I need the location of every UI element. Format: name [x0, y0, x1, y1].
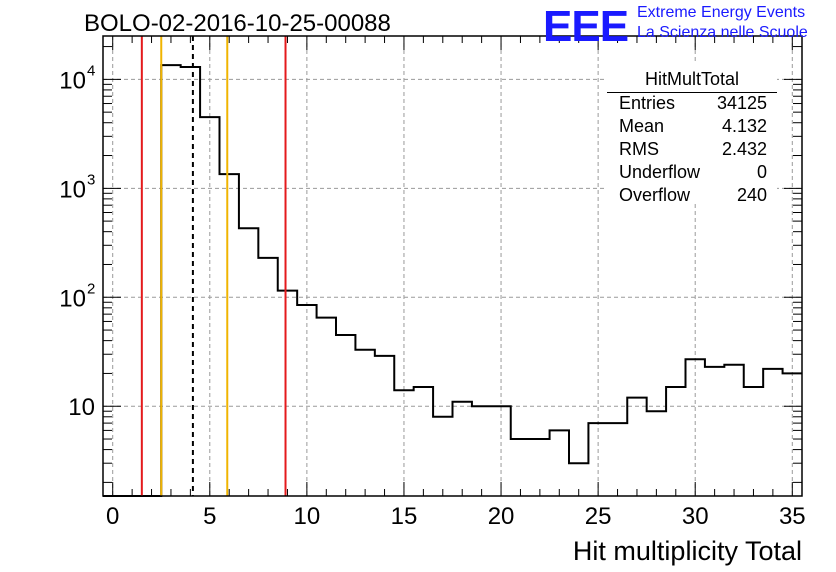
plot-title: BOLO-02-2016-10-25-00088: [84, 10, 391, 37]
stats-name: HitMultTotal: [644, 69, 740, 89]
logo-line-2: La Scienza nelle Scuole: [637, 24, 808, 41]
y-tick-exponent: 4: [87, 62, 95, 79]
stats-label: Entries: [619, 93, 676, 113]
x-tick-label: 30: [682, 503, 709, 530]
stats-value: 240: [736, 185, 767, 205]
stats-box: HitMultTotal Entries 34125 Mean 4.132 RM…: [607, 64, 777, 206]
x-tick-label: 20: [488, 503, 515, 530]
x-tick-label: 35: [779, 503, 806, 530]
stats-value: 34125: [716, 93, 767, 113]
stats-row-entries: Entries 34125: [619, 92, 767, 114]
stats-label: Underflow: [619, 162, 701, 182]
x-tick-label: 5: [203, 503, 216, 530]
x-axis-label: Hit multiplicity Total: [573, 536, 802, 566]
y-tick-exponent: 2: [87, 280, 95, 297]
stats-row-underflow: Underflow 0: [619, 161, 767, 183]
y-tick-label: 10: [59, 285, 86, 312]
y-tick-label: 10: [68, 394, 95, 421]
y-tick-label: 10: [59, 67, 86, 94]
x-tick-label: 10: [294, 503, 321, 530]
stats-value: 2.432: [721, 139, 767, 159]
x-tick-label: 15: [391, 503, 418, 530]
stats-label: RMS: [619, 139, 659, 159]
stats-divider: [607, 92, 777, 93]
stats-label: Overflow: [619, 185, 691, 205]
stats-row-rms: RMS 2.432: [619, 138, 767, 160]
marker-lines: [140, 36, 287, 496]
y-tick-exponent: 3: [87, 171, 95, 188]
histogram-line: [103, 64, 802, 497]
y-tick-label: 10: [59, 176, 86, 203]
x-tick-label: 0: [106, 503, 119, 530]
stats-value: 0: [756, 162, 767, 182]
stats-label: Mean: [619, 116, 665, 136]
x-tick-label: 25: [585, 503, 612, 530]
axes: [102, 35, 803, 497]
eee-logo: EEE: [543, 2, 629, 51]
histogram-series: [103, 64, 802, 497]
logo-line-1: Extreme Energy Events: [637, 4, 806, 21]
stats-value: 4.132: [721, 116, 767, 136]
stats-row-overflow: Overflow 240: [619, 184, 767, 206]
plot-frame: [102, 35, 803, 497]
stats-row-mean: Mean 4.132: [619, 115, 767, 137]
